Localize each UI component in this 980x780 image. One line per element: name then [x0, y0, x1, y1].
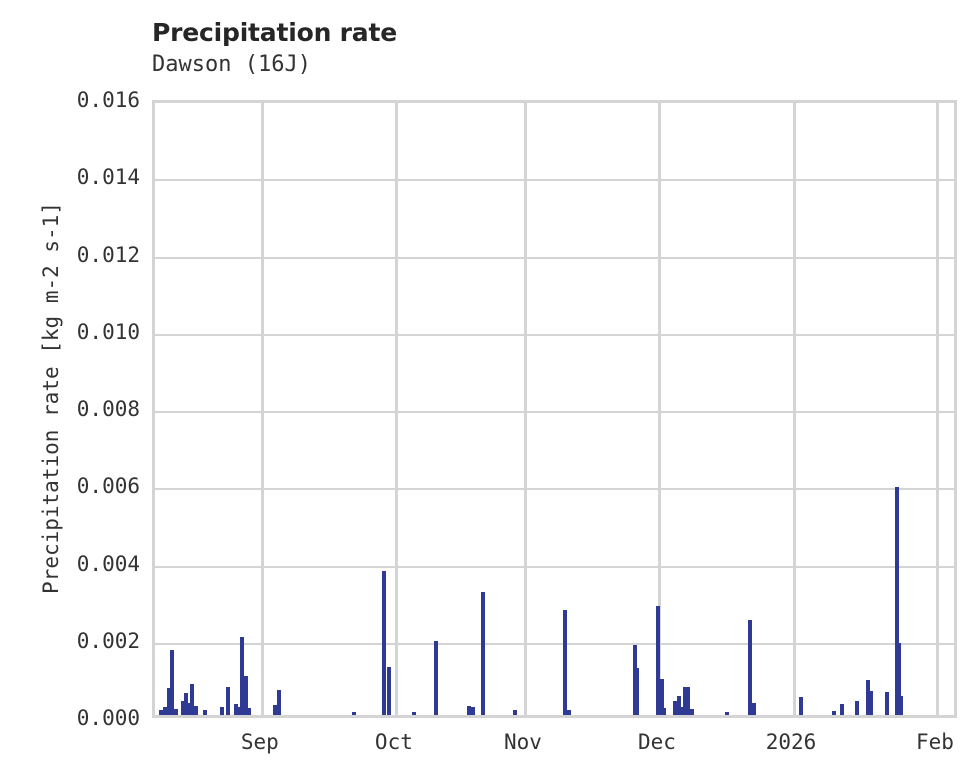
data-spike [854, 701, 859, 715]
data-spike [183, 692, 188, 715]
gridline-horizontal [155, 333, 954, 336]
chart-title: Precipitation rate [152, 18, 397, 47]
data-spike [898, 696, 903, 715]
data-spike [203, 709, 208, 715]
data-spike [724, 711, 729, 715]
data-spike [173, 708, 178, 715]
gridline-vertical [261, 103, 265, 715]
data-spike [659, 678, 664, 715]
data-spike [481, 592, 486, 715]
plot-inner [155, 103, 954, 715]
precipitation-series [155, 103, 954, 715]
data-spike [683, 687, 688, 715]
data-spike [673, 701, 678, 715]
data-spike [382, 570, 387, 715]
gridline-vertical [936, 103, 940, 715]
y-tick-label: 0.000 [76, 706, 140, 730]
data-spike [187, 703, 192, 715]
data-spike [237, 706, 242, 715]
data-spike [752, 702, 757, 715]
gridline-horizontal [155, 179, 954, 182]
chart-subtitle: Dawson (16J) [152, 52, 311, 77]
gridline-vertical [658, 103, 662, 715]
gridline-vertical [792, 103, 796, 715]
gridline-horizontal [155, 642, 954, 645]
data-spike [686, 686, 691, 715]
data-spike [163, 706, 168, 715]
data-spike [180, 701, 185, 715]
data-spike [748, 620, 753, 715]
plot-area [152, 100, 957, 718]
data-spike [167, 687, 172, 715]
y-tick-label: 0.010 [76, 319, 140, 344]
gridline-horizontal [155, 488, 954, 491]
data-spike [466, 706, 471, 715]
data-spike [386, 666, 391, 715]
data-spike [567, 709, 572, 715]
data-spike [170, 650, 175, 715]
data-spike [894, 486, 899, 715]
data-spike [276, 689, 281, 715]
x-axis-tick-labels: Sep Oct Nov Dec 2026 Feb [152, 730, 957, 762]
y-axis-tick-labels: 0.000 0.002 0.004 0.006 0.008 0.010 0.012 0.014… [0, 88, 140, 730]
x-tick-label: Feb [915, 730, 954, 754]
data-spike [832, 710, 837, 715]
data-spike [897, 643, 902, 715]
data-spike [885, 692, 890, 715]
data-spike [159, 710, 164, 715]
gridline-horizontal [155, 256, 954, 259]
x-tick-label: 2026 [765, 730, 817, 754]
data-spike [865, 679, 870, 715]
data-spike [840, 704, 845, 715]
data-spike [220, 707, 225, 715]
data-spike [563, 609, 568, 715]
x-tick-label: Dec [638, 730, 676, 754]
gridline-horizontal [155, 565, 954, 568]
data-spike [869, 690, 874, 715]
gridline-vertical [395, 103, 399, 715]
data-spike [225, 687, 230, 715]
data-spike [190, 684, 195, 715]
data-spike [513, 709, 518, 715]
data-spike [689, 709, 694, 715]
y-tick-label: 0.002 [76, 628, 140, 653]
y-tick-label: 0.008 [76, 397, 140, 421]
data-spike [243, 675, 248, 715]
data-spike [273, 704, 278, 715]
data-spike [662, 708, 667, 715]
y-tick-label: 0.012 [76, 242, 140, 267]
data-spike [634, 667, 639, 715]
data-spike [434, 640, 439, 715]
y-tick-label: 0.006 [76, 474, 140, 499]
data-spike [240, 636, 245, 715]
x-tick-label: Nov [503, 730, 542, 754]
gridline-vertical [524, 103, 528, 715]
x-tick-label: Sep [240, 730, 279, 754]
x-tick-label: Oct [374, 730, 413, 754]
data-spike [799, 696, 803, 715]
data-spike [246, 708, 251, 715]
gridline-horizontal [155, 411, 954, 413]
y-tick-label: 0.004 [76, 551, 140, 576]
y-tick-label: 0.016 [76, 88, 140, 112]
data-spike [233, 704, 238, 715]
data-spike [193, 705, 198, 715]
data-spike [411, 711, 416, 715]
data-spike [655, 605, 660, 715]
data-spike [471, 706, 476, 715]
data-spike [676, 695, 681, 715]
y-tick-label: 0.014 [76, 165, 140, 190]
data-spike [679, 706, 684, 715]
data-spike [352, 712, 357, 715]
